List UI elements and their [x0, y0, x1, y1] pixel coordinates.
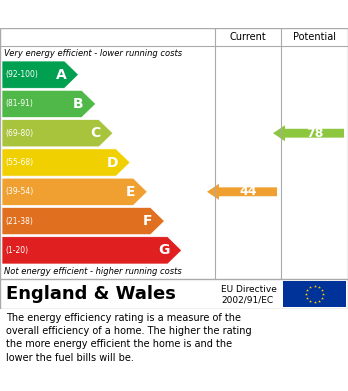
Text: (39-54): (39-54)	[5, 187, 33, 196]
Text: C: C	[90, 126, 101, 140]
Text: G: G	[158, 243, 170, 257]
Polygon shape	[2, 90, 96, 118]
Text: EU Directive: EU Directive	[221, 285, 277, 294]
Text: The energy efficiency rating is a measure of the
overall efficiency of a home. T: The energy efficiency rating is a measur…	[6, 313, 252, 362]
Polygon shape	[2, 208, 165, 235]
Text: Energy Efficiency Rating: Energy Efficiency Rating	[9, 7, 230, 22]
Text: B: B	[73, 97, 84, 111]
Text: Current: Current	[230, 32, 266, 42]
Text: (21-38): (21-38)	[5, 217, 33, 226]
Text: D: D	[106, 156, 118, 170]
Text: E: E	[126, 185, 135, 199]
Text: Not energy efficient - higher running costs: Not energy efficient - higher running co…	[4, 267, 182, 276]
Text: F: F	[143, 214, 152, 228]
Text: 44: 44	[239, 185, 257, 198]
Text: A: A	[56, 68, 66, 82]
Polygon shape	[2, 237, 182, 264]
Text: (81-91): (81-91)	[5, 99, 33, 108]
Text: (55-68): (55-68)	[5, 158, 33, 167]
Text: 78: 78	[306, 127, 323, 140]
Text: (92-100): (92-100)	[5, 70, 38, 79]
Polygon shape	[273, 125, 344, 141]
Polygon shape	[2, 61, 79, 88]
Polygon shape	[2, 120, 113, 147]
Polygon shape	[207, 184, 277, 200]
Text: (69-80): (69-80)	[5, 129, 33, 138]
Text: England & Wales: England & Wales	[6, 285, 176, 303]
Polygon shape	[2, 149, 130, 176]
Text: Very energy efficient - lower running costs: Very energy efficient - lower running co…	[4, 48, 182, 57]
Bar	[283, 281, 346, 307]
Text: Potential: Potential	[293, 32, 336, 42]
Text: (1-20): (1-20)	[5, 246, 28, 255]
Text: 2002/91/EC: 2002/91/EC	[221, 296, 273, 305]
Polygon shape	[2, 178, 147, 205]
